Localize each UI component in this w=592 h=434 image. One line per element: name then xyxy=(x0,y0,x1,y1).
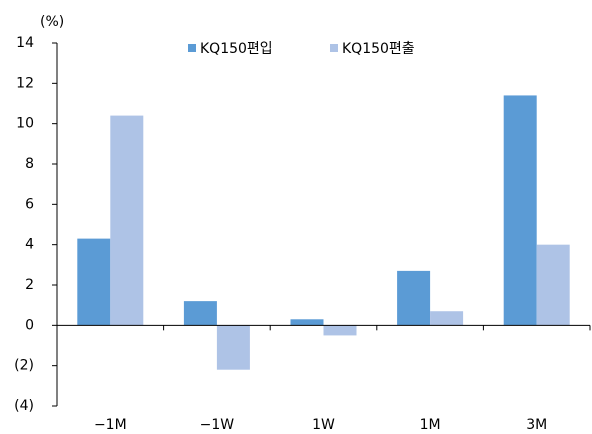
y-tick-label: (4) xyxy=(14,398,34,414)
y-tick-label: (2) xyxy=(14,358,34,374)
y-tick-label: 10 xyxy=(16,116,34,132)
bar xyxy=(110,115,144,326)
legend-label: KQ150편입 xyxy=(200,41,273,57)
x-tick-label: 3M xyxy=(526,417,547,433)
x-tick-label: −1W xyxy=(200,417,235,433)
x-tick-label: 1W xyxy=(312,417,335,433)
x-tick-label: −1M xyxy=(94,417,127,433)
bar xyxy=(77,238,111,326)
legend-swatch xyxy=(188,44,196,52)
x-tick-label: 1M xyxy=(420,417,441,433)
y-tick-label: 0 xyxy=(25,317,34,333)
bar xyxy=(216,325,250,370)
y-tick-label: 12 xyxy=(16,75,34,91)
y-tick-label: 8 xyxy=(25,156,34,172)
bar xyxy=(183,301,217,326)
y-tick-label: 2 xyxy=(25,277,34,293)
bar xyxy=(430,311,464,326)
legend-label: KQ150편출 xyxy=(342,41,415,57)
bar xyxy=(503,95,537,326)
bar xyxy=(290,319,324,326)
bar xyxy=(397,270,431,326)
y-tick-label: 6 xyxy=(25,196,34,212)
bar xyxy=(536,244,570,326)
y-tick-label: 14 xyxy=(16,35,34,51)
y-tick-label: 4 xyxy=(25,237,34,253)
bar xyxy=(323,325,357,336)
y-unit: (%) xyxy=(40,14,64,30)
legend-swatch xyxy=(330,44,338,52)
